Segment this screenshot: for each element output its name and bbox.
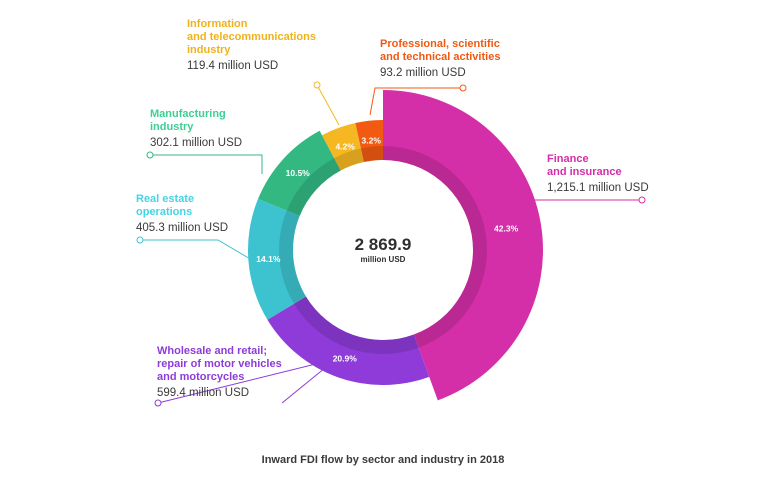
callouts	[136, 81, 646, 407]
category-name-line: Finance	[547, 153, 589, 165]
donut-slice-shade-1	[383, 146, 488, 348]
center-unit: million USD	[361, 255, 406, 264]
category-value: 93.2 million USD	[380, 67, 466, 79]
category-name-line: Manufacturing	[150, 108, 226, 120]
callout-dot-4	[146, 151, 154, 159]
category-value: 302.1 million USD	[150, 137, 242, 149]
callout-dot-5	[313, 81, 321, 89]
percent-label-6: 3.2%	[362, 136, 382, 146]
callout-line-6	[369, 87, 463, 116]
percent-label-1: 42.3%	[494, 223, 519, 233]
percent-label-2: 20.9%	[333, 353, 358, 363]
donut-slice-shade-2	[293, 296, 419, 354]
category-name-line: and motorcycles	[157, 371, 244, 383]
callout-line-4	[150, 154, 263, 174]
category-name-line: industry	[150, 121, 194, 133]
category-name-line: Wholesale and retail;	[157, 345, 267, 357]
category-name-line: operations	[136, 206, 192, 218]
donut-slice-shade-3	[279, 210, 306, 304]
percent-label-5: 4.2%	[335, 142, 355, 152]
category-name-line: and technical activities	[380, 51, 500, 63]
category-label-2: Wholesale and retail;repair of motor veh…	[157, 345, 282, 399]
donut-slice-1	[383, 90, 544, 401]
donut-slice-4	[258, 130, 341, 216]
category-name-line: and insurance	[547, 166, 622, 178]
category-name-line: Information	[187, 18, 248, 30]
percent-labels: 42.3% 20.9% 14.1% 10.5% 4.2% 3.2%	[256, 136, 518, 364]
donut-hole	[307, 174, 459, 326]
donut-slices	[248, 90, 544, 401]
callout-dot-6	[459, 84, 467, 92]
donut-slice-3	[248, 198, 306, 320]
category-name-line: Real estate	[136, 193, 194, 205]
percent-label-4: 10.5%	[286, 168, 311, 178]
chart-title: Inward FDI flow by sector and industry i…	[262, 454, 505, 466]
percent-label-3: 14.1%	[256, 254, 281, 264]
category-value: 119.4 million USD	[187, 60, 278, 72]
center-total: 2 869.9	[355, 235, 412, 254]
donut-slice-shade-6	[360, 146, 383, 163]
donut-slice-shade-4	[286, 158, 341, 216]
callout-line-2	[157, 358, 337, 404]
category-name-line: and telecommunications	[187, 31, 316, 43]
category-name-line: repair of motor vehicles	[157, 358, 282, 370]
category-name-line: Professional, scientific	[380, 38, 500, 50]
donut-slice-6	[355, 120, 383, 163]
donut-slice-2	[267, 296, 430, 385]
callout-dot-1	[638, 196, 646, 204]
callout-dot-3	[136, 236, 144, 244]
callout-line-5	[316, 84, 340, 126]
category-value: 405.3 million USD	[136, 222, 228, 234]
callout-line-3	[140, 239, 253, 261]
category-name-line: industry	[187, 44, 231, 56]
callout-dot-2	[154, 399, 162, 407]
donut-slice-5	[321, 122, 364, 171]
category-value: 599.4 million USD	[157, 387, 249, 399]
donut-slice-shade-5	[334, 148, 364, 171]
category-value: 1,215.1 million USD	[547, 182, 649, 194]
